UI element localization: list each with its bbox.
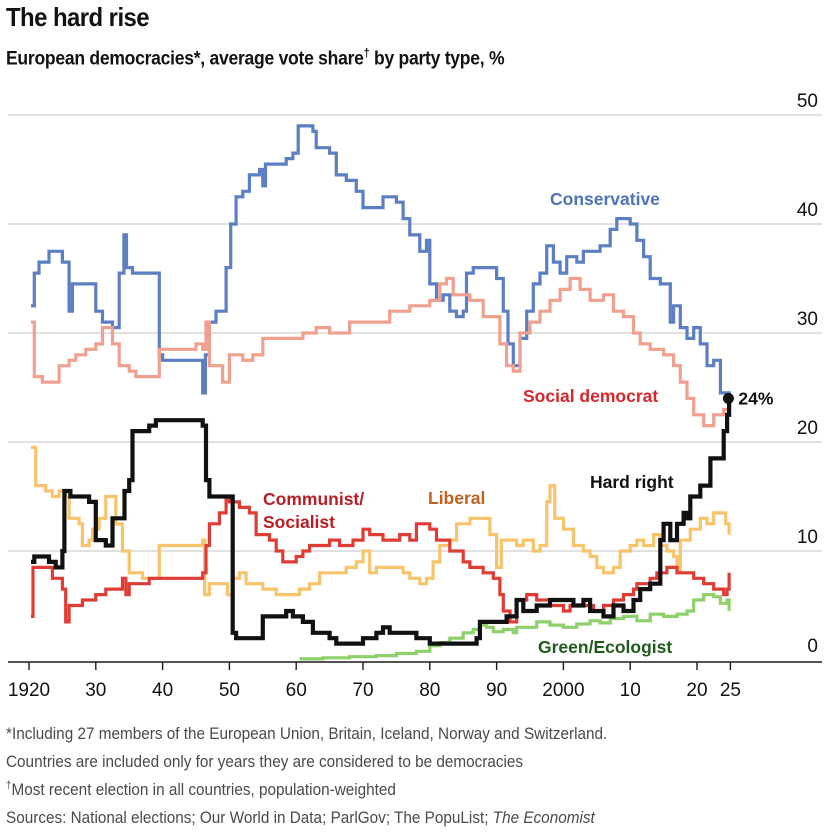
series-label-conservative: Conservative: [550, 189, 660, 209]
series-label-line: Conservative: [550, 189, 660, 209]
y-tick-label: 0: [807, 636, 818, 657]
gridlines: 0 10 20 30 40 50: [8, 91, 822, 657]
sources-text: Sources: National elections; Our World i…: [6, 808, 493, 827]
footnote-3: †Most recent election in all countries, …: [6, 776, 607, 804]
x-tick-label: 90: [486, 680, 507, 700]
x-tick-label: 50: [219, 680, 240, 700]
series-line-communist-socialist: [31, 494, 731, 624]
x-tick-label: 40: [152, 680, 173, 700]
series-labels: Conservative Social democrat Hard right Lib…: [263, 189, 774, 657]
chart-title: The hard rise: [6, 2, 150, 32]
chart-subtitle: European democracies*, average vote shar…: [6, 46, 505, 71]
series-line-liberal: [31, 445, 731, 597]
x-tick-label: 60: [286, 680, 307, 700]
x-tick-label: 25: [720, 680, 741, 700]
x-tick-label: 20: [686, 680, 707, 700]
y-tick-label: 30: [797, 309, 818, 330]
subtitle-text-end: by party type, %: [369, 47, 505, 70]
series-label-liberal: Liberal: [428, 488, 485, 508]
footnotes: *Including 27 members of the European Un…: [6, 720, 607, 832]
footnote-3-text: Most recent election in all countries, p…: [11, 780, 396, 799]
endpoint-marker: [722, 392, 734, 404]
x-tick-label: 80: [419, 680, 440, 700]
subtitle-text: European democracies*, average vote shar…: [6, 47, 364, 70]
footnote-1: *Including 27 members of the European Un…: [6, 724, 608, 743]
y-tick-label: 50: [797, 91, 818, 112]
series-label-line: Hard right: [590, 472, 674, 492]
x-tick-label: 10: [620, 680, 641, 700]
dagger-mark: †: [6, 779, 12, 792]
sources-publisher: The Economist: [492, 808, 595, 827]
series-label-line: Socialist: [263, 512, 335, 532]
x-tick-label: 70: [352, 680, 373, 700]
series-lines: [31, 124, 732, 661]
x-tick-label: 1920: [8, 680, 50, 700]
endpoint-value-label: 24%: [738, 388, 773, 408]
footnote-2: Countries are included only for years th…: [6, 752, 524, 771]
sources-note: Sources: National elections; Our World i…: [6, 804, 607, 832]
series-line-hard-right: [31, 398, 732, 646]
series-label-line: Communist/: [263, 489, 364, 509]
series-label-social-democrat: Social democrat: [523, 386, 658, 406]
series-label-line: Social democrat: [523, 386, 658, 406]
y-tick-label: 20: [797, 418, 818, 439]
series-label-green-ecologist: Green/Ecologist: [538, 637, 672, 657]
y-tick-label: 10: [797, 527, 818, 548]
series-line-conservative: [31, 124, 731, 399]
series-line-green-ecologist: [299, 593, 731, 661]
x-tick-label: 30: [85, 680, 106, 700]
series-label-communist-socialist: Communist/Socialist: [263, 489, 364, 532]
series-label-line: Liberal: [428, 488, 485, 508]
x-axis: 1920 30 40 50 60 70 80 90 2000 10 20 25: [8, 661, 822, 700]
y-tick-label: 40: [797, 200, 818, 221]
series-line-social-democrat: [31, 276, 731, 428]
series-label-line: Green/Ecologist: [538, 637, 672, 657]
dagger-mark: †: [363, 46, 370, 60]
line-chart: 0 10 20 30 40 50 1920 30 40 50 60 70 80 90 2000 10 20 25…: [8, 91, 822, 700]
x-tick-label: 2000: [542, 680, 584, 700]
series-label-hard-right: Hard right: [590, 472, 674, 492]
